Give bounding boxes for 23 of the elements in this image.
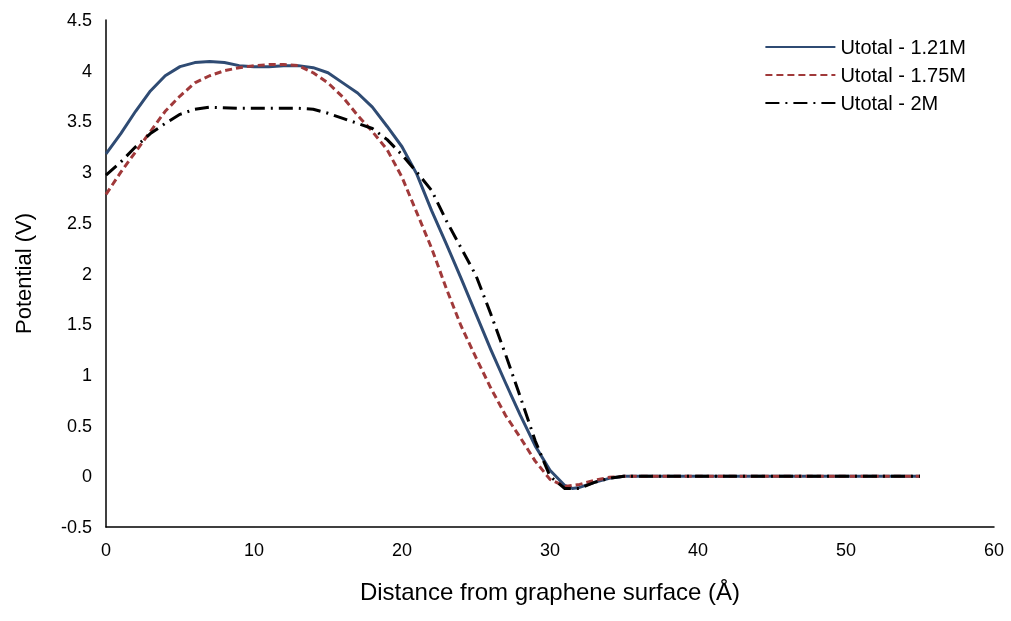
y-tick-label: 2.5: [66, 212, 92, 233]
x-tick-label: 50: [835, 540, 857, 560]
x-tick-label: 30: [539, 540, 561, 560]
y-tick-label: -0.5: [60, 517, 92, 537]
y-tick-label: 0.5: [66, 415, 92, 436]
y-tick-label: 1.5: [66, 314, 92, 335]
y-tick-label: 1: [81, 364, 92, 385]
x-axis-title: Distance from graphene surface (Å): [359, 577, 741, 605]
x-tick-label: 10: [243, 540, 265, 560]
y-tick-label: 0: [81, 466, 92, 487]
legend-label: Utotal - 1.75M: [840, 64, 966, 86]
y-tick-label: 4.5: [66, 10, 92, 30]
y-tick-label: 4: [81, 60, 92, 81]
x-tick-label: 0: [100, 540, 112, 560]
y-tick-label: 3: [81, 162, 92, 183]
legend-label: Utotal - 2M: [840, 92, 939, 114]
legend-label: Utotal - 1.21M: [840, 36, 966, 58]
x-tick-label: 20: [391, 540, 413, 560]
y-tick-label: 2: [81, 263, 92, 284]
y-axis-title: Potential (V): [10, 212, 36, 335]
x-tick-label: 60: [983, 540, 1005, 560]
x-tick-label: 40: [687, 540, 709, 560]
y-tick-label: 3.5: [66, 111, 92, 132]
